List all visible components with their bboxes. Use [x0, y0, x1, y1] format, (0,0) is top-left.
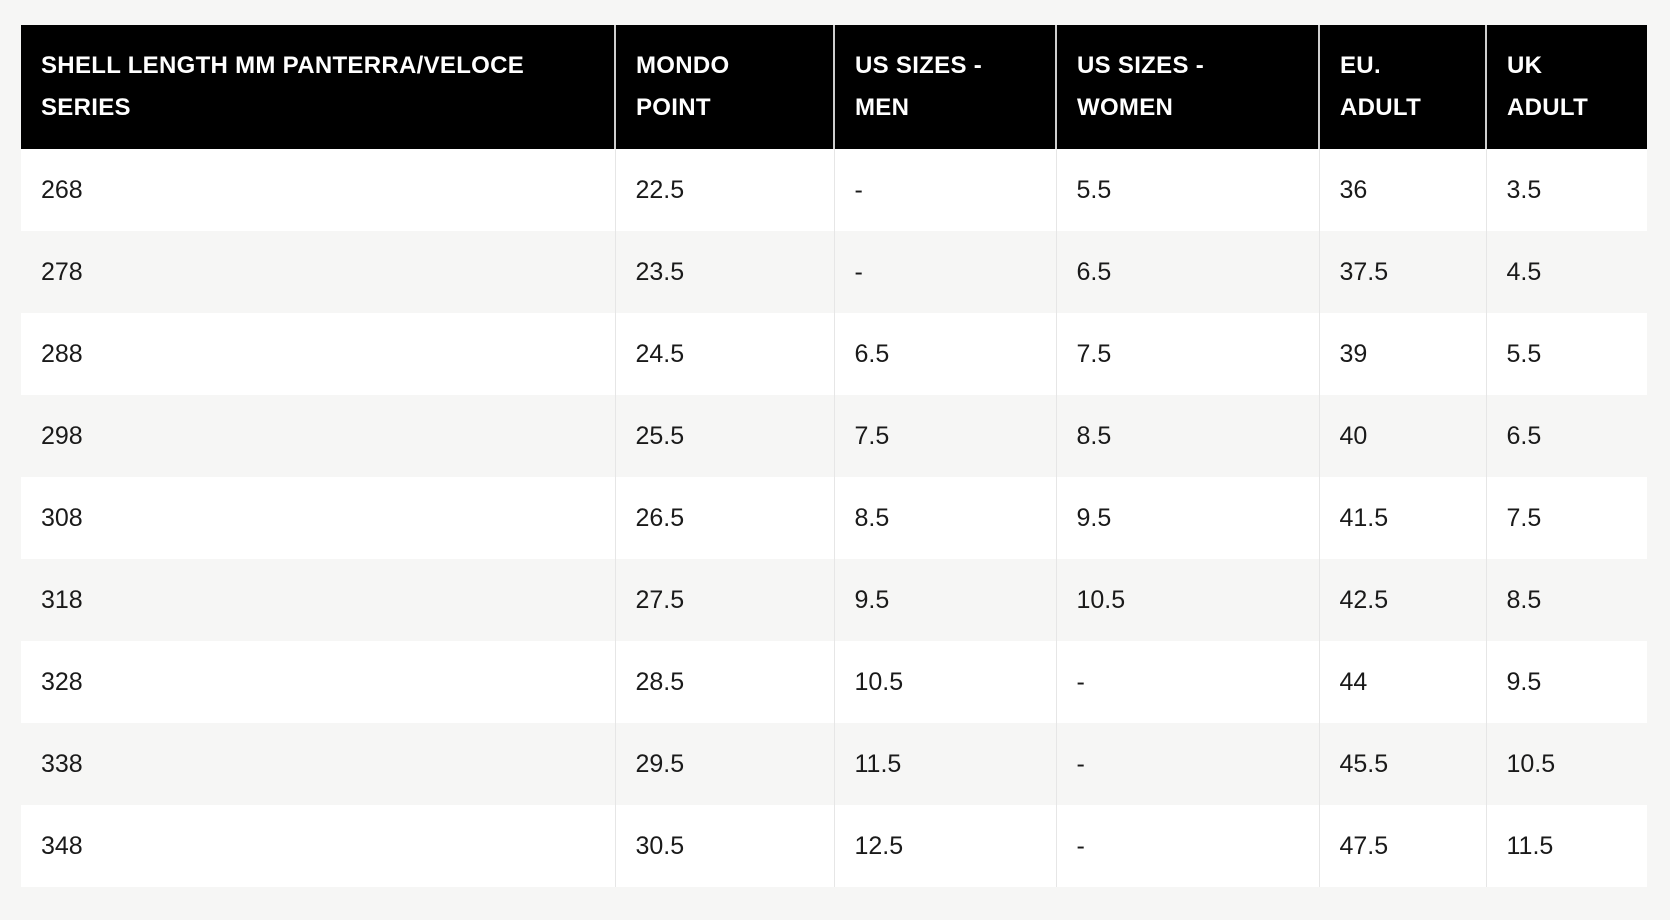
table-row: 318 27.5 9.5 10.5 42.5 8.5 — [21, 559, 1647, 641]
cell-eu-adult: 40 — [1319, 395, 1487, 477]
cell-us-men: 11.5 — [834, 723, 1057, 805]
header-line-1: MONDO — [636, 52, 730, 79]
header-line-2: MEN — [855, 94, 910, 121]
header-line-2: ADULT — [1507, 94, 1589, 121]
cell-us-men: 7.5 — [834, 395, 1057, 477]
header-line-1: EU. — [1340, 52, 1381, 79]
cell-mondo-point: 22.5 — [615, 149, 835, 231]
cell-uk-adult: 11.5 — [1486, 805, 1647, 887]
table-row: 298 25.5 7.5 8.5 40 6.5 — [21, 395, 1647, 477]
cell-uk-adult: 10.5 — [1486, 723, 1647, 805]
header-shell-length: SHELL LENGTH MM PANTERRA/VELOCE SERIES — [21, 25, 616, 149]
cell-us-men: 9.5 — [834, 559, 1057, 641]
cell-uk-adult: 8.5 — [1486, 559, 1647, 641]
cell-eu-adult: 47.5 — [1319, 805, 1487, 887]
cell-us-men: 8.5 — [834, 477, 1057, 559]
cell-us-men: 6.5 — [834, 313, 1057, 395]
cell-mondo-point: 27.5 — [615, 559, 835, 641]
header-us-men: US SIZES - MEN — [834, 25, 1057, 149]
cell-eu-adult: 45.5 — [1319, 723, 1487, 805]
cell-us-men: 10.5 — [834, 641, 1057, 723]
cell-uk-adult: 6.5 — [1486, 395, 1647, 477]
cell-mondo-point: 29.5 — [615, 723, 835, 805]
cell-mondo-point: 30.5 — [615, 805, 835, 887]
table-row: 288 24.5 6.5 7.5 39 5.5 — [21, 313, 1647, 395]
cell-us-men: - — [834, 231, 1057, 313]
cell-shell-length: 298 — [21, 395, 616, 477]
header-line-2: WOMEN — [1077, 94, 1174, 121]
cell-eu-adult: 42.5 — [1319, 559, 1487, 641]
cell-uk-adult: 4.5 — [1486, 231, 1647, 313]
cell-shell-length: 268 — [21, 149, 616, 231]
cell-eu-adult: 39 — [1319, 313, 1487, 395]
table-row: 328 28.5 10.5 - 44 9.5 — [21, 641, 1647, 723]
cell-mondo-point: 28.5 — [615, 641, 835, 723]
size-chart: SHELL LENGTH MM PANTERRA/VELOCE SERIES MO… — [21, 25, 1647, 887]
cell-us-women: 6.5 — [1056, 231, 1320, 313]
size-chart-table: SHELL LENGTH MM PANTERRA/VELOCE SERIES MO… — [21, 25, 1647, 887]
cell-shell-length: 318 — [21, 559, 616, 641]
cell-uk-adult: 9.5 — [1486, 641, 1647, 723]
cell-mondo-point: 23.5 — [615, 231, 835, 313]
cell-us-men: 12.5 — [834, 805, 1057, 887]
cell-mondo-point: 26.5 — [615, 477, 835, 559]
cell-uk-adult: 3.5 — [1486, 149, 1647, 231]
header-eu-adult: EU. ADULT — [1319, 25, 1487, 149]
cell-us-women: - — [1056, 723, 1320, 805]
cell-us-women: 5.5 — [1056, 149, 1320, 231]
cell-us-women: - — [1056, 805, 1320, 887]
cell-shell-length: 348 — [21, 805, 616, 887]
cell-shell-length: 328 — [21, 641, 616, 723]
header-line-2: ADULT — [1340, 94, 1422, 121]
header-uk-adult: UK ADULT — [1486, 25, 1647, 149]
cell-shell-length: 308 — [21, 477, 616, 559]
cell-us-women: 9.5 — [1056, 477, 1320, 559]
cell-uk-adult: 7.5 — [1486, 477, 1647, 559]
header-line-2: POINT — [636, 94, 711, 121]
table-header: SHELL LENGTH MM PANTERRA/VELOCE SERIES MO… — [21, 25, 1647, 149]
table-row: 338 29.5 11.5 - 45.5 10.5 — [21, 723, 1647, 805]
header-row: SHELL LENGTH MM PANTERRA/VELOCE SERIES MO… — [21, 25, 1647, 149]
cell-eu-adult: 36 — [1319, 149, 1487, 231]
cell-uk-adult: 5.5 — [1486, 313, 1647, 395]
cell-us-men: - — [834, 149, 1057, 231]
header-line-1: US SIZES - — [855, 52, 983, 79]
cell-us-women: 8.5 — [1056, 395, 1320, 477]
cell-eu-adult: 44 — [1319, 641, 1487, 723]
header-mondo-point: MONDO POINT — [615, 25, 835, 149]
header-line-2: SERIES — [41, 94, 131, 121]
cell-mondo-point: 25.5 — [615, 395, 835, 477]
header-line-1: US SIZES - — [1077, 52, 1205, 79]
cell-mondo-point: 24.5 — [615, 313, 835, 395]
cell-eu-adult: 37.5 — [1319, 231, 1487, 313]
cell-us-women: - — [1056, 641, 1320, 723]
cell-shell-length: 288 — [21, 313, 616, 395]
table-row: 278 23.5 - 6.5 37.5 4.5 — [21, 231, 1647, 313]
cell-us-women: 7.5 — [1056, 313, 1320, 395]
header-line-1: UK — [1507, 52, 1543, 79]
table-row: 268 22.5 - 5.5 36 3.5 — [21, 149, 1647, 231]
table-row: 348 30.5 12.5 - 47.5 11.5 — [21, 805, 1647, 887]
cell-shell-length: 278 — [21, 231, 616, 313]
header-line-1: SHELL LENGTH MM PANTERRA/VELOCE — [41, 52, 525, 79]
cell-shell-length: 338 — [21, 723, 616, 805]
header-us-women: US SIZES - WOMEN — [1056, 25, 1320, 149]
cell-us-women: 10.5 — [1056, 559, 1320, 641]
table-body: 268 22.5 - 5.5 36 3.5 278 23.5 - 6.5 37.… — [21, 149, 1647, 887]
cell-eu-adult: 41.5 — [1319, 477, 1487, 559]
table-row: 308 26.5 8.5 9.5 41.5 7.5 — [21, 477, 1647, 559]
